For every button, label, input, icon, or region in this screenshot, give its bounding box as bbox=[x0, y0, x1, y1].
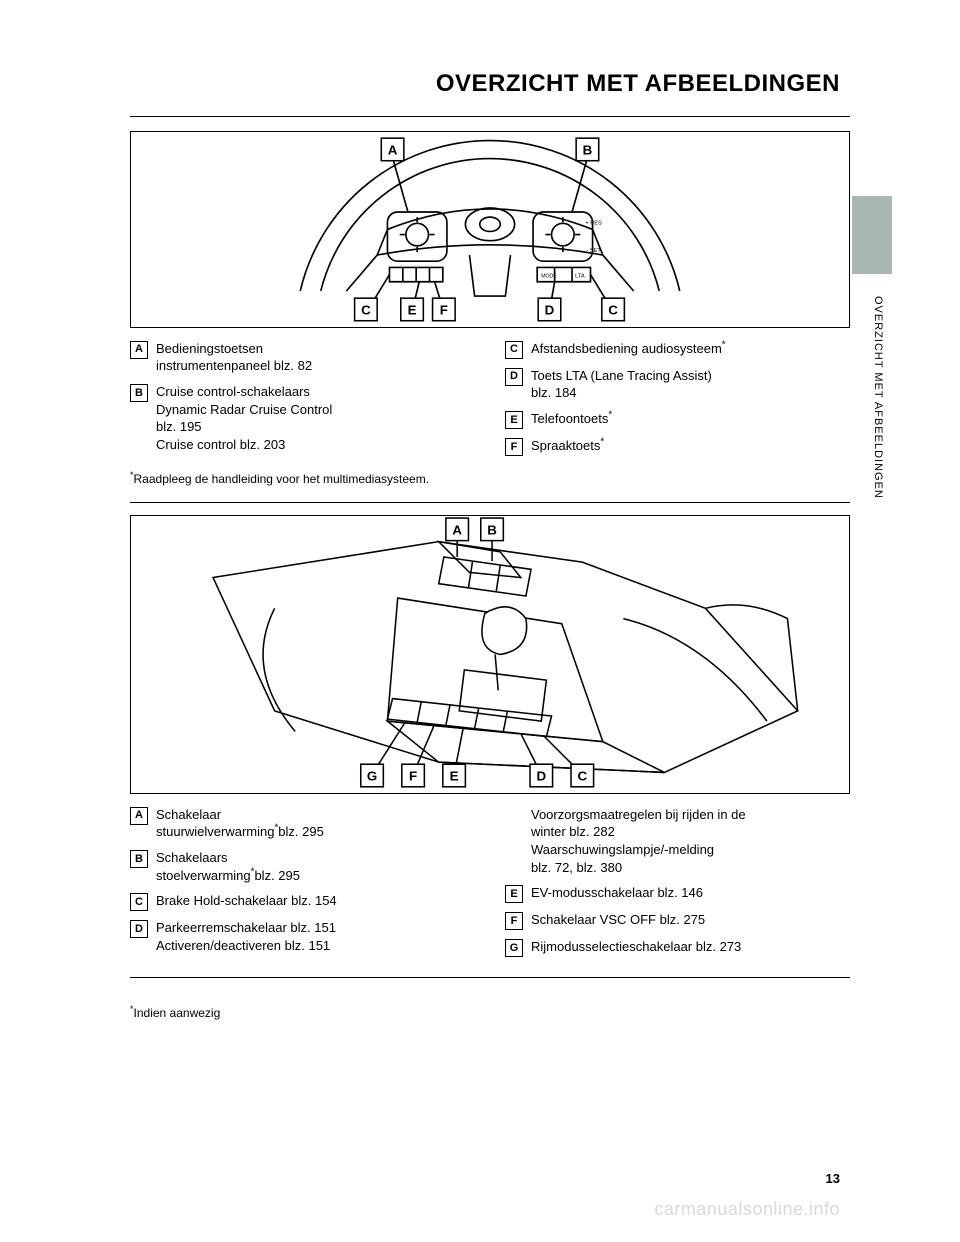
legend-letter: A bbox=[130, 807, 148, 825]
svg-text:LTA: LTA bbox=[575, 274, 585, 280]
figure1-footnote: *Raadpleeg de handleiding voor het multi… bbox=[130, 472, 850, 486]
figure2-legend: ASchakelaarstuurwielverwarming*blz. 295 … bbox=[130, 806, 850, 965]
figure-steering-wheel: + RES - SET MODE LTA A B bbox=[130, 131, 850, 328]
callout-C-right: C bbox=[608, 303, 618, 318]
legend-letter: F bbox=[505, 438, 523, 456]
legend-letter: C bbox=[505, 341, 523, 359]
legend-item: Voorzorgsmaatregelen bij rijden in dewin… bbox=[505, 806, 850, 876]
callout-F2: F bbox=[409, 769, 417, 784]
legend-letter: E bbox=[505, 411, 523, 429]
callout-G2: G bbox=[367, 769, 377, 784]
legend-text: Bedieningstoetseninstrumentenpaneel blz.… bbox=[156, 340, 475, 375]
legend-letter: A bbox=[130, 341, 148, 359]
legend-text: Spraaktoets* bbox=[531, 437, 850, 455]
figure1-legend: A Bedieningstoetseninstrumentenpaneel blz… bbox=[130, 340, 850, 464]
legend-letter: G bbox=[505, 939, 523, 957]
svg-text:MODE: MODE bbox=[541, 274, 557, 280]
legend-letter: B bbox=[130, 850, 148, 868]
legend-text: EV-modusschakelaar blz. 146 bbox=[531, 884, 850, 902]
legend-text: Rijmodusselectieschakelaar blz. 273 bbox=[531, 938, 850, 956]
legend-letter: B bbox=[130, 384, 148, 402]
legend-text: Afstandsbediening audiosysteem* bbox=[531, 340, 850, 358]
section-side-label: OVERZICHT MET AFBEELDINGEN bbox=[872, 296, 884, 499]
callout-D2: D bbox=[536, 769, 546, 784]
legend-text: Voorzorgsmaatregelen bij rijden in dewin… bbox=[531, 806, 850, 876]
legend-item: G Rijmodusselectieschakelaar blz. 273 bbox=[505, 938, 850, 957]
callout-E: E bbox=[408, 303, 417, 318]
legend-text: Parkeerremschakelaar blz. 151Activeren/d… bbox=[156, 919, 475, 954]
svg-text:- SET: - SET bbox=[586, 248, 601, 254]
section-tab bbox=[852, 196, 892, 274]
divider bbox=[130, 116, 850, 117]
legend-item: D Parkeerremschakelaar blz. 151Activeren/… bbox=[130, 919, 475, 954]
callout-F: F bbox=[440, 303, 448, 318]
legend-text: Schakelaarstuurwielverwarming*blz. 295 bbox=[156, 806, 475, 841]
page-number: 13 bbox=[826, 1171, 840, 1186]
callout-D: D bbox=[545, 303, 555, 318]
legend-letter: C bbox=[130, 893, 148, 911]
callout-E2: E bbox=[450, 769, 459, 784]
divider bbox=[130, 977, 850, 978]
callout-C2: C bbox=[577, 769, 587, 784]
legend-letter: E bbox=[505, 885, 523, 903]
legend-text: Cruise control-schakelaarsDynamic Radar … bbox=[156, 383, 475, 453]
legend-item: C Afstandsbediening audiosysteem* bbox=[505, 340, 850, 359]
legend-item: A Bedieningstoetseninstrumentenpaneel blz… bbox=[130, 340, 475, 375]
legend-item: F Spraaktoets* bbox=[505, 437, 850, 456]
legend-letter: F bbox=[505, 912, 523, 930]
callout-B2: B bbox=[487, 522, 497, 537]
legend-item: E Telefoontoets* bbox=[505, 410, 850, 429]
callout-A: A bbox=[388, 143, 398, 158]
legend-item: C Brake Hold-schakelaar blz. 154 bbox=[130, 892, 475, 911]
legend-text: Brake Hold-schakelaar blz. 154 bbox=[156, 892, 475, 910]
legend-text: Schakelaarsstoelverwarming*blz. 295 bbox=[156, 849, 475, 884]
svg-text:+ RES: + RES bbox=[585, 220, 602, 226]
legend-text: Telefoontoets* bbox=[531, 410, 850, 428]
callout-C-left: C bbox=[361, 303, 371, 318]
legend-letter: D bbox=[505, 368, 523, 386]
callout-B: B bbox=[583, 143, 593, 158]
legend-item: F Schakelaar VSC OFF blz. 275 bbox=[505, 911, 850, 930]
legend-item: A Schakelaarstuurwielverwarming*blz. 295 bbox=[130, 806, 475, 841]
legend-item: B Schakelaarsstoelverwarming*blz. 295 bbox=[130, 849, 475, 884]
page-title: OVERZICHT MET AFBEELDINGEN bbox=[130, 70, 850, 98]
legend-item: B Cruise control-schakelaarsDynamic Radar… bbox=[130, 383, 475, 453]
legend-letter: D bbox=[130, 920, 148, 938]
legend-item: D Toets LTA (Lane Tracing Assist)blz. 184 bbox=[505, 367, 850, 402]
figure-center-console: A B G F E D C bbox=[130, 515, 850, 794]
legend-text: Toets LTA (Lane Tracing Assist)blz. 184 bbox=[531, 367, 850, 402]
legend-text: Schakelaar VSC OFF blz. 275 bbox=[531, 911, 850, 929]
figure2-footnote: *Indien aanwezig bbox=[130, 1006, 850, 1020]
callout-A2: A bbox=[452, 522, 462, 537]
watermark: carmanualsonline.info bbox=[654, 1199, 840, 1220]
divider bbox=[130, 502, 850, 503]
legend-item: E EV-modusschakelaar blz. 146 bbox=[505, 884, 850, 903]
